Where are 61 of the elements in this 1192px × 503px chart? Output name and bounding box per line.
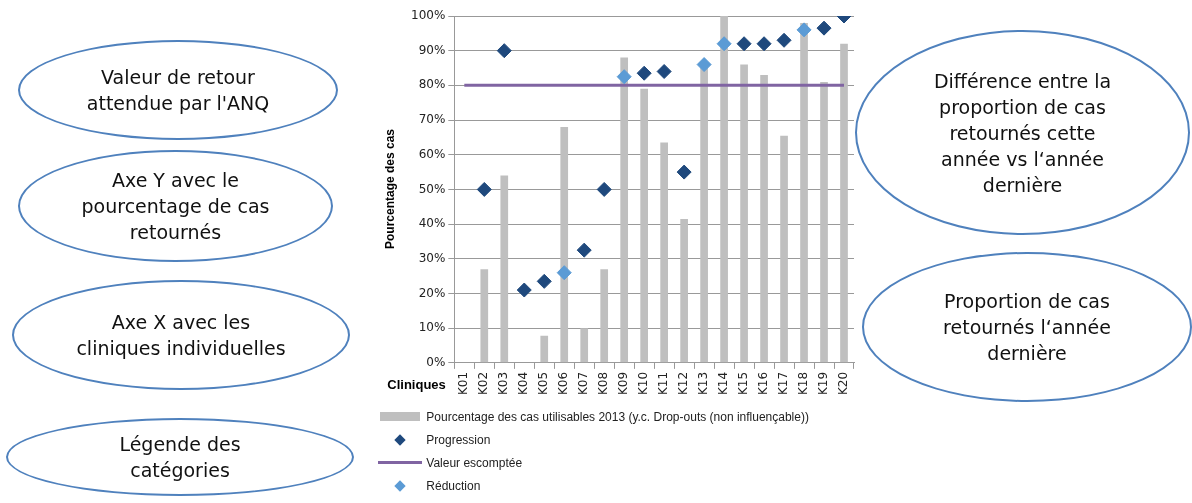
- bar: [620, 57, 629, 363]
- y-tick-label: 60%: [418, 146, 446, 161]
- speech-bubble: Valeur de retour attendue par l'ANQ: [18, 40, 338, 140]
- bar: [540, 335, 549, 363]
- speech-bubble: Axe X avec les cliniques individuelles: [12, 280, 350, 390]
- y-tick-label: 30%: [418, 250, 446, 265]
- x-tick-label: K07: [576, 371, 591, 395]
- x-tick-label: K09: [616, 371, 631, 395]
- legend-label: Pourcentage des cas utilisables 2013 (y.c. Drop-outs (non influençable)): [426, 409, 809, 424]
- bar: [720, 16, 728, 363]
- bar: [500, 175, 509, 363]
- x-tick-label: K13: [696, 371, 711, 395]
- x-tick-label: K02: [476, 371, 491, 395]
- x-tick-label: K17: [776, 371, 791, 395]
- speech-bubble: Proportion de cas retournés l‘année dernière: [862, 252, 1192, 402]
- x-axis-title: Cliniques: [387, 376, 446, 392]
- x-tick-label: K04: [516, 371, 531, 395]
- bar: [660, 142, 668, 363]
- bar: [840, 43, 848, 363]
- speech-bubble: Axe Y avec le pourcentage de cas retournés: [18, 150, 333, 262]
- x-tick-label: K20: [836, 371, 851, 395]
- x-tick-label: K08: [596, 371, 611, 395]
- x-tick-label: K03: [496, 371, 511, 395]
- y-tick-label: 70%: [418, 112, 446, 127]
- bar: [580, 328, 589, 363]
- y-tick-label: 90%: [418, 42, 446, 57]
- y-tick-label: 100%: [410, 8, 446, 23]
- bar: [780, 135, 788, 363]
- x-tick-label: K14: [716, 371, 731, 395]
- x-tick-label: K05: [536, 371, 551, 395]
- y-tick-label: 50%: [418, 181, 446, 196]
- x-tick-label: K10: [636, 371, 651, 395]
- bar: [760, 74, 768, 363]
- bar: [820, 81, 828, 363]
- legend-label: Progression: [426, 432, 491, 447]
- x-tick-label: K18: [796, 371, 811, 395]
- y-tick-label: 80%: [418, 77, 446, 92]
- bar: [740, 64, 748, 363]
- x-tick-label: K01: [456, 371, 471, 395]
- y-tick-label: 20%: [418, 285, 446, 300]
- x-tick-label: K15: [736, 371, 751, 395]
- bar: [600, 269, 609, 363]
- bar: [700, 66, 708, 363]
- bar: [560, 127, 569, 363]
- legend-label: Valeur escomptée: [426, 455, 523, 470]
- bar: [640, 88, 649, 363]
- y-tick-label: 40%: [418, 216, 446, 231]
- bar: [800, 22, 808, 363]
- y-tick-label: 0%: [426, 354, 446, 369]
- x-tick-label: K06: [556, 371, 571, 395]
- bar: [480, 269, 489, 363]
- legend-label: Réduction: [426, 478, 481, 493]
- speech-bubble: Légende des catégories: [6, 418, 354, 496]
- speech-bubble: Différence entre la proportion de cas retournés cette année vs l‘année dernière: [855, 30, 1190, 235]
- bar: [680, 218, 688, 363]
- x-tick-label: K11: [656, 371, 671, 395]
- x-tick-label: K12: [676, 371, 691, 395]
- y-axis-title: Pourcentage des cas: [383, 129, 398, 250]
- y-tick-label: 10%: [418, 320, 446, 335]
- x-tick-label: K19: [816, 371, 831, 395]
- x-tick-label: K16: [756, 371, 771, 395]
